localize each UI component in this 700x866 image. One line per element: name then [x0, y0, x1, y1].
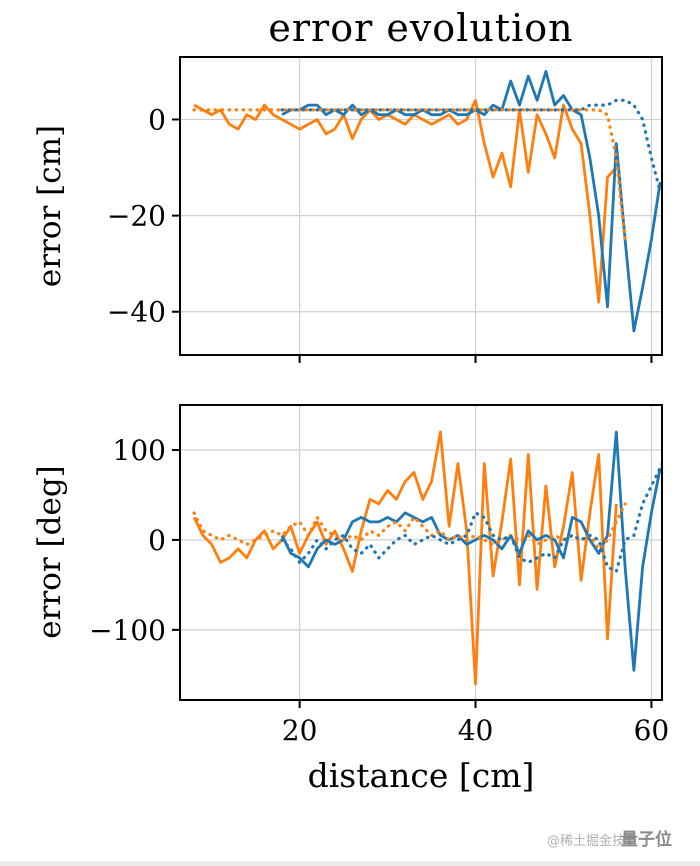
line-blue-solid — [281, 70, 662, 333]
series-lines — [192, 70, 662, 333]
subplot-1: 20 40 60 100 0 −100 — [89, 404, 669, 747]
x-tick-label: 40 — [458, 714, 494, 747]
y-tick-label: −100 — [89, 614, 166, 647]
gridlines — [180, 405, 662, 700]
y-axis-label-bottom: error [deg] — [32, 465, 68, 639]
ticks: 20 40 60 100 0 −100 — [89, 434, 669, 747]
subplot-0: 0 −20 −40 — [107, 56, 663, 363]
y-axis-label-top: error [cm] — [32, 124, 68, 288]
y-tick-label: 100 — [113, 434, 166, 467]
chart-title: error evolution — [268, 6, 574, 50]
line-blue-dotted — [280, 98, 662, 194]
line-orange-dotted — [192, 502, 627, 551]
line-blue-solid — [280, 430, 662, 672]
line-blue-dotted — [280, 460, 662, 574]
watermark: @稀土掘金技 量子位 — [547, 825, 672, 850]
watermark-text-left: @稀土掘金技 — [546, 834, 625, 849]
x-tick-label: 20 — [282, 714, 318, 747]
y-tick-label: 0 — [148, 103, 166, 136]
y-tick-label: −40 — [107, 296, 166, 329]
footer-strip — [0, 861, 700, 866]
series-lines — [192, 430, 662, 686]
line-orange-solid — [193, 98, 618, 304]
x-tick-label: 60 — [634, 714, 670, 747]
watermark-text-right: 量子位 — [621, 830, 672, 850]
ticks: 0 −20 −40 — [107, 103, 653, 363]
axes-frame — [179, 56, 663, 356]
line-orange-solid — [192, 430, 618, 686]
x-axis-label: distance [cm] — [307, 756, 535, 795]
y-tick-label: −20 — [107, 200, 166, 233]
axes-frame — [179, 404, 663, 701]
y-tick-label: 0 — [148, 524, 166, 557]
